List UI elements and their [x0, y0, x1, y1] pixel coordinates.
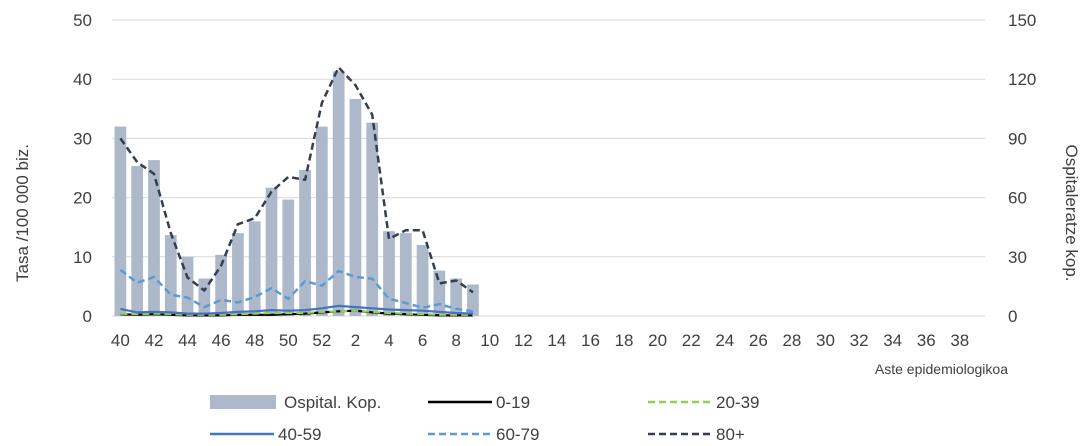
- y-axis-left-title: Tasa /100 000 biz.: [13, 144, 32, 282]
- bar: [366, 122, 379, 316]
- series-line-40-59: [120, 304, 474, 315]
- x-tick-label: 34: [883, 331, 902, 350]
- y-axis-right-ticks: 0 30 60 90 120 150: [1008, 11, 1036, 326]
- bar: [114, 126, 127, 316]
- x-tick-label: 20: [648, 331, 667, 350]
- legend-label: 60-79: [496, 425, 539, 444]
- x-tick-label: 22: [682, 331, 701, 350]
- bar: [433, 270, 446, 316]
- bar: [248, 221, 261, 316]
- x-tick-label: 14: [547, 331, 566, 350]
- x-tick-label: 44: [178, 331, 197, 350]
- x-tick-label: 12: [514, 331, 533, 350]
- bar: [315, 126, 328, 316]
- series-line-60-79: [119, 268, 474, 313]
- x-tick-label: 46: [212, 331, 231, 350]
- bar: [416, 244, 429, 316]
- legend-label: 40-59: [278, 425, 321, 444]
- x-axis-ticks: 40 42 44 46 48 50 52 2 4 6 8 10 12 14 16 18 20 22 24 26 28 30…: [111, 331, 969, 350]
- bar: [164, 235, 177, 316]
- x-tick-label: 2: [351, 331, 360, 350]
- legend-label: 0-19: [496, 393, 530, 412]
- y-left-tick-label: 20: [73, 189, 92, 208]
- series-line-80+: [119, 66, 474, 294]
- series-line-20-39: [120, 309, 473, 316]
- y-right-tick-label: 150: [1008, 11, 1036, 30]
- y-right-tick-label: 90: [1008, 129, 1027, 148]
- bar: [282, 199, 295, 316]
- legend-label: 20-39: [716, 393, 759, 412]
- x-tick-label: 10: [480, 331, 499, 350]
- bar: [265, 187, 278, 316]
- x-tick-label: 52: [312, 331, 331, 350]
- legend-label: 80+: [716, 425, 745, 444]
- y-left-tick-label: 40: [73, 70, 92, 89]
- x-tick-label: 40: [111, 331, 130, 350]
- legend: Ospital. Kop. 0-19 20-39 40-59 60-79 80+: [210, 393, 759, 444]
- x-axis-title: Aste epidemiologikoa: [875, 361, 1008, 377]
- x-tick-label: 18: [615, 331, 634, 350]
- bar: [467, 284, 479, 316]
- bar: [215, 254, 228, 316]
- x-tick-label: 26: [749, 331, 768, 350]
- bar: [198, 278, 211, 316]
- x-tick-label: 8: [451, 331, 460, 350]
- x-tick-label: 30: [816, 331, 835, 350]
- x-tick-label: 32: [850, 331, 869, 350]
- x-tick-label: 38: [950, 331, 969, 350]
- bar: [450, 278, 463, 316]
- y-right-tick-label: 120: [1008, 70, 1036, 89]
- x-tick-label: 42: [145, 331, 164, 350]
- x-tick-label: 16: [581, 331, 600, 350]
- y-right-tick-label: 60: [1008, 189, 1027, 208]
- bar: [181, 256, 194, 316]
- x-tick-label: 48: [245, 331, 264, 350]
- y-axis-left-ticks: 0 10 20 30 40 50: [73, 11, 92, 326]
- bar: [332, 71, 345, 316]
- legend-label: Ospital. Kop.: [284, 393, 381, 412]
- x-tick-label: 6: [418, 331, 427, 350]
- y-left-tick-label: 10: [73, 248, 92, 267]
- x-tick-label: 24: [715, 331, 734, 350]
- x-tick-label: 28: [782, 331, 801, 350]
- y-left-tick-label: 30: [73, 129, 92, 148]
- bar: [383, 231, 395, 316]
- y-axis-right-title: Ospitaleratze kop.: [1062, 144, 1081, 281]
- bar: [148, 160, 160, 316]
- y-left-tick-label: 50: [73, 11, 92, 30]
- x-tick-label: 50: [279, 331, 298, 350]
- bar: [349, 98, 362, 316]
- x-tick-label: 36: [917, 331, 936, 350]
- y-right-tick-label: 0: [1008, 307, 1017, 326]
- y-right-tick-label: 30: [1008, 248, 1027, 267]
- bar: [299, 169, 311, 316]
- bar: [399, 233, 412, 316]
- bar: [232, 233, 244, 316]
- line-series: [119, 66, 474, 317]
- x-tick-label: 4: [384, 331, 393, 350]
- bar-series: [114, 71, 479, 316]
- y-left-tick-label: 0: [83, 307, 92, 326]
- legend-swatch-bar: [210, 395, 276, 409]
- bar: [131, 166, 144, 316]
